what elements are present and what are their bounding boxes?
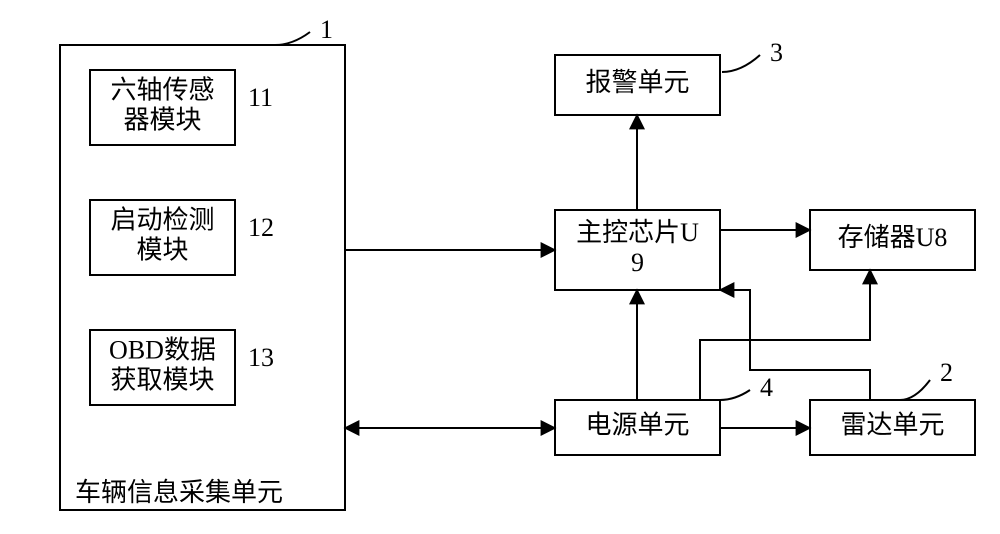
obd-module-label-line-1: 获取模块: [110, 365, 214, 394]
six-axis-module-refnum: 11: [248, 83, 273, 112]
collection-unit: [60, 45, 345, 510]
collection-unit-label: 车辆信息采集单元: [75, 478, 283, 507]
radar-unit-label-line-0: 雷达单元: [840, 410, 944, 439]
alarm-unit-leader: [722, 55, 760, 72]
collection-unit-leader: [275, 32, 310, 45]
collection-unit-refnum: 1: [320, 15, 333, 44]
mcu-chip-label-line-1: 9: [631, 248, 644, 277]
six-axis-module-label-line-1: 器模块: [123, 105, 201, 134]
start-detect-module-label-line-1: 模块: [136, 235, 188, 264]
six-axis-module-label-line-0: 六轴传感: [110, 76, 214, 105]
power-unit-refnum: 4: [760, 373, 773, 402]
radar-unit-refnum: 2: [940, 358, 953, 387]
power-unit-leader: [720, 390, 750, 400]
start-detect-module-refnum: 12: [248, 213, 274, 242]
mcu-chip-label-line-0: 主控芯片U: [576, 218, 699, 247]
radar-to-mcu: [720, 290, 870, 400]
obd-module-refnum: 13: [248, 343, 274, 372]
block-diagram: 车辆信息采集单元 1 六轴传感器模块 11 启动检测模块 12 OBD数据获取模块 13 报警单…: [0, 0, 1000, 534]
obd-module-label-line-0: OBD数据: [109, 336, 216, 365]
alarm-unit-label-line-0: 报警单元: [585, 68, 689, 97]
memory-unit-label-line-0: 存储器U8: [838, 223, 948, 252]
radar-unit-leader: [900, 380, 930, 400]
power-unit-label-line-0: 电源单元: [585, 410, 689, 439]
alarm-unit-refnum: 3: [770, 38, 783, 67]
start-detect-module-label-line-0: 启动检测: [110, 206, 214, 235]
